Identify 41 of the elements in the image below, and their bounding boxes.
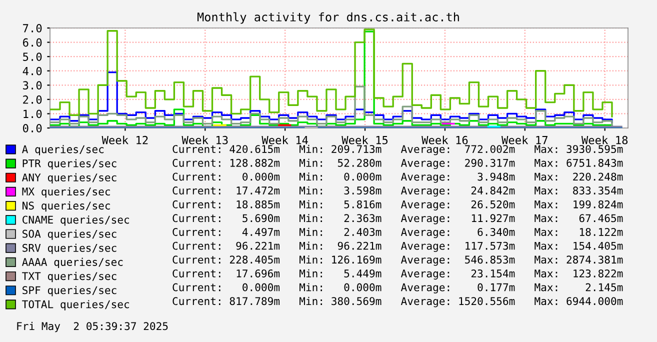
x-tick-label: Week 14 [262, 136, 308, 144]
y-tick-label: 5.0 [23, 52, 42, 61]
text: Current: 0.000m Min: 0.000m Average: 3.948m Max: 220.248m [172, 172, 623, 183]
y-tick-label: 0.0 [23, 124, 42, 132]
legend-label: TOTAL queries/sec [22, 300, 129, 310]
chart-title: Monthly activity for dns.cs.ait.ac.th [198, 12, 459, 24]
text: Current: 17.472m Min: 3.598m Average: 24.842m Max: 833.354m [172, 186, 623, 197]
text: Current: 128.882m Min: 52.280m Average: 290.317m Max: 6751.843m [172, 158, 623, 169]
text: Current: 4.497m Min: 2.403m Average: 6.340m Max: 18.122m [172, 228, 623, 238]
x-tick-label: Week 13 [182, 136, 228, 144]
text: Current: 0.000m Min: 0.000m Average: 0.177m Max: 2.145m [172, 283, 623, 294]
text: Current: 420.615m Min: 209.713m Average: 772.002m Max: 3930.595m [172, 144, 623, 156]
y-tick-label: 6.0 [23, 38, 42, 47]
x-tick-label: Week 16 [422, 136, 468, 144]
legend-label: SOA queries/sec [22, 230, 116, 240]
y-tick-label: 4.0 [22, 66, 42, 76]
x-tick-label: Week 15 [342, 136, 388, 144]
text: Current: 18.885m Min: 5.816m Average: 26.520m Max: 199.824m [172, 200, 623, 210]
legend-label: SPF queries/sec [22, 286, 116, 296]
legend-label: SRV queries/sec [22, 244, 116, 254]
y-tick-label: 2.0 [23, 95, 42, 104]
x-tick-label: Week 17 [501, 136, 548, 144]
legend-label: TXT queries/sec [22, 272, 116, 282]
x-tick-label: Week 18 [581, 136, 628, 144]
text: Current: 228.405m Min: 126.169m Average: 546.853m Max: 2874.381m [172, 255, 623, 266]
legend-label: NS queries/sec [22, 201, 110, 212]
legend-label: MX queries/sec [22, 187, 110, 198]
legend-label: AAAA queries/sec [22, 258, 123, 268]
legend-label: PTR queries/sec [22, 159, 116, 170]
legend-label: A queries/sec [22, 145, 104, 156]
legend-label: CNAME queries/sec [22, 216, 129, 226]
y-tick-label: 3.0 [23, 81, 42, 90]
x-tick-label: Week 12 [102, 136, 148, 144]
text: Current: 817.789m Min: 380.569m Average: 1520.556m Max: 6944.000m [172, 296, 623, 308]
text: Fri May 2 05:39:37 2025 [17, 322, 168, 332]
text: Current: 5.690m Min: 2.363m Average: 11.927m Max: 67.465m [172, 214, 623, 224]
text: Current: 96.221m Min: 96.221m Average: 117.573m Max: 154.405m [172, 242, 623, 252]
y-tick-label: 7.0 [23, 24, 42, 32]
text: Current: 17.696m Min: 5.449m Average: 23.154m Max: 123.822m [172, 269, 623, 280]
y-tick-label: 1.0 [24, 110, 42, 118]
legend-label: ANY queries/sec [22, 173, 116, 184]
